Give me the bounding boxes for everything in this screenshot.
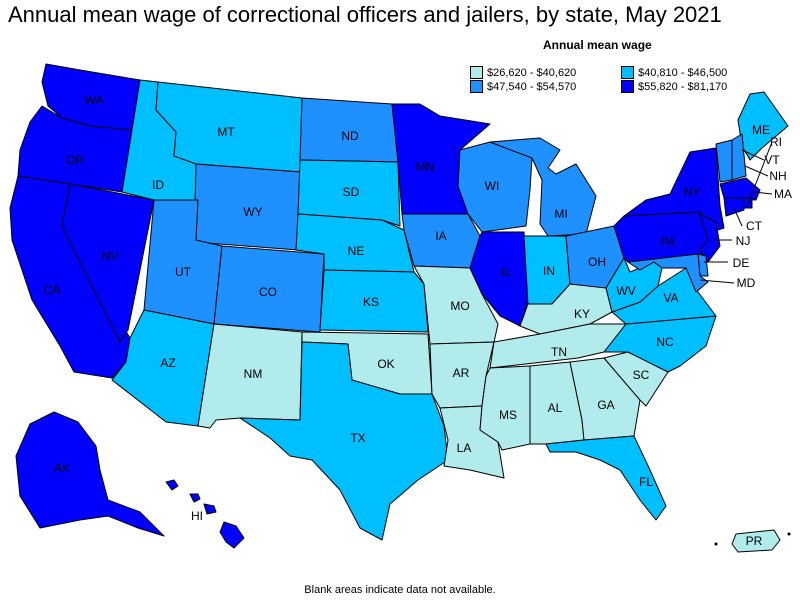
state-label-TX: TX: [350, 431, 365, 445]
state-label-SC: SC: [633, 368, 650, 382]
leader-line-MD: [699, 279, 735, 284]
state-label-CA: CA: [44, 283, 61, 297]
pr-island-dot: [787, 532, 791, 536]
state-label-VT: VT: [764, 153, 780, 167]
state-label-PA: PA: [660, 235, 675, 249]
state-label-WV: WV: [616, 284, 635, 298]
state-label-IL: IL: [501, 265, 511, 279]
legend-item-bin-3: $47,540 - $54,570: [470, 80, 576, 93]
state-label-DE: DE: [733, 256, 750, 270]
leader-line-MA: [753, 191, 773, 195]
state-label-MO: MO: [450, 299, 469, 313]
state-label-ME: ME: [752, 123, 770, 137]
state-label-FL: FL: [639, 475, 653, 489]
state-PR[interactable]: [731, 529, 781, 553]
state-label-NV: NV: [102, 249, 119, 263]
state-label-OR: OR: [66, 153, 84, 167]
state-label-KS: KS: [363, 295, 379, 309]
legend-swatch: [621, 80, 634, 93]
state-label-AL: AL: [548, 401, 563, 415]
state-MA[interactable]: [719, 177, 761, 201]
state-label-MA: MA: [774, 187, 792, 201]
state-HI[interactable]: [165, 479, 245, 549]
state-label-CT: CT: [746, 219, 763, 233]
state-NV[interactable]: [61, 183, 155, 343]
state-label-WA: WA: [85, 93, 104, 107]
state-MI[interactable]: [489, 137, 597, 237]
state-label-MS: MS: [499, 408, 517, 422]
state-label-WY: WY: [243, 205, 262, 219]
state-label-VA: VA: [663, 291, 678, 305]
state-SC[interactable]: [603, 351, 669, 407]
state-TX[interactable]: [239, 341, 449, 541]
state-label-NE: NE: [348, 244, 365, 258]
state-label-NM: NM: [244, 367, 263, 381]
state-label-NJ: NJ: [736, 234, 751, 248]
state-AK[interactable]: [15, 411, 165, 537]
state-MD[interactable]: [627, 253, 709, 293]
state-label-CO: CO: [259, 285, 277, 299]
state-label-HI: HI: [191, 509, 203, 523]
leader-line-NH: [744, 165, 769, 177]
state-label-AR: AR: [453, 366, 470, 380]
state-label-NY: NY: [684, 185, 701, 199]
state-label-IN: IN: [543, 264, 555, 278]
state-label-OH: OH: [588, 255, 606, 269]
legend-swatch: [470, 80, 483, 93]
footnote: Blank areas indicate data not available.: [304, 584, 496, 596]
state-FL[interactable]: [545, 435, 667, 521]
state-label-PR: PR: [746, 534, 763, 548]
state-label-KY: KY: [574, 307, 590, 321]
state-label-AK: AK: [54, 461, 70, 475]
state-label-ND: ND: [341, 129, 359, 143]
legend-item-bin-4: $55,820 - $81,170: [621, 80, 727, 93]
state-label-MT: MT: [217, 125, 235, 139]
state-NH[interactable]: [731, 133, 747, 181]
legend-label: $26,620 - $40,620: [487, 66, 577, 79]
state-label-ID: ID: [152, 178, 164, 192]
state-label-AZ: AZ: [160, 356, 175, 370]
legend-label: $47,540 - $54,570: [487, 80, 577, 93]
legend-swatch: [621, 66, 634, 79]
state-label-IA: IA: [435, 229, 446, 243]
state-SD[interactable]: [297, 159, 401, 227]
state-CT[interactable]: [723, 197, 745, 217]
state-label-SD: SD: [343, 185, 360, 199]
legend-item-bin-1: $26,620 - $40,620: [470, 66, 576, 79]
state-label-TN: TN: [551, 345, 567, 359]
state-label-RI: RI: [770, 135, 782, 149]
legend-swatch: [470, 66, 483, 79]
state-label-MI: MI: [554, 207, 567, 221]
state-label-MN: MN: [416, 160, 435, 174]
state-OR[interactable]: [17, 105, 133, 193]
legend-title: Annual mean wage: [543, 38, 652, 52]
legend-label: $55,820 - $81,170: [638, 80, 728, 93]
state-label-LA: LA: [457, 441, 472, 455]
leader-line-VT: [741, 149, 765, 161]
state-label-GA: GA: [597, 398, 614, 412]
state-label-UT: UT: [175, 265, 192, 279]
leader-line-CT: [733, 207, 743, 227]
state-label-MD: MD: [737, 276, 756, 290]
state-label-NC: NC: [656, 335, 674, 349]
leader-line-RI: [747, 141, 773, 205]
map-title: Annual mean wage of correctional officer…: [8, 2, 722, 27]
legend-item-bin-2: $40,810 - $46,500: [621, 66, 727, 79]
state-label-OK: OK: [377, 357, 394, 371]
state-label-NH: NH: [769, 169, 786, 183]
state-label-WI: WI: [485, 179, 500, 193]
legend-label: $40,810 - $46,500: [638, 66, 728, 79]
pr-island-dot: [714, 542, 718, 546]
